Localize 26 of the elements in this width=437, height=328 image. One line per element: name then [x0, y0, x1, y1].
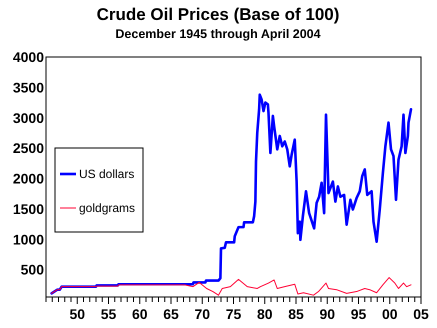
chart-subtitle: December 1945 through April 2004 — [115, 27, 321, 41]
y-tick-label: 2500 — [12, 140, 44, 156]
x-tick-label: 85 — [288, 306, 304, 322]
y-tick-label: 500 — [20, 262, 44, 278]
x-tick-label: 55 — [100, 306, 116, 322]
x-tick-label: 05 — [413, 306, 429, 322]
x-tick-label: 60 — [132, 306, 148, 322]
y-tick-label: 1500 — [12, 200, 44, 217]
legend-label: US dollars — [79, 167, 134, 181]
y-tick-label: 3000 — [12, 110, 44, 126]
chart-title: Crude Oil Prices (Base of 100) — [96, 5, 340, 24]
x-tick-label: 70 — [194, 306, 210, 322]
x-tick-label: 65 — [163, 306, 179, 322]
x-tick-label: 00 — [382, 306, 398, 322]
x-tick-label: 50 — [69, 306, 86, 322]
y-tick-label: 2000 — [12, 170, 44, 187]
x-tick-label: 75 — [226, 306, 242, 322]
y-tick-label: 3500 — [12, 79, 44, 96]
x-tick-label: 95 — [350, 306, 366, 322]
y-tick-label: 4000 — [12, 49, 44, 65]
legend-label: goldgrams — [79, 201, 136, 215]
y-tick-label: 1000 — [12, 231, 44, 248]
x-tick-label: 90 — [319, 306, 336, 322]
line-series — [50, 93, 412, 295]
line-series — [51, 277, 412, 296]
x-tick-label: 80 — [256, 306, 273, 322]
